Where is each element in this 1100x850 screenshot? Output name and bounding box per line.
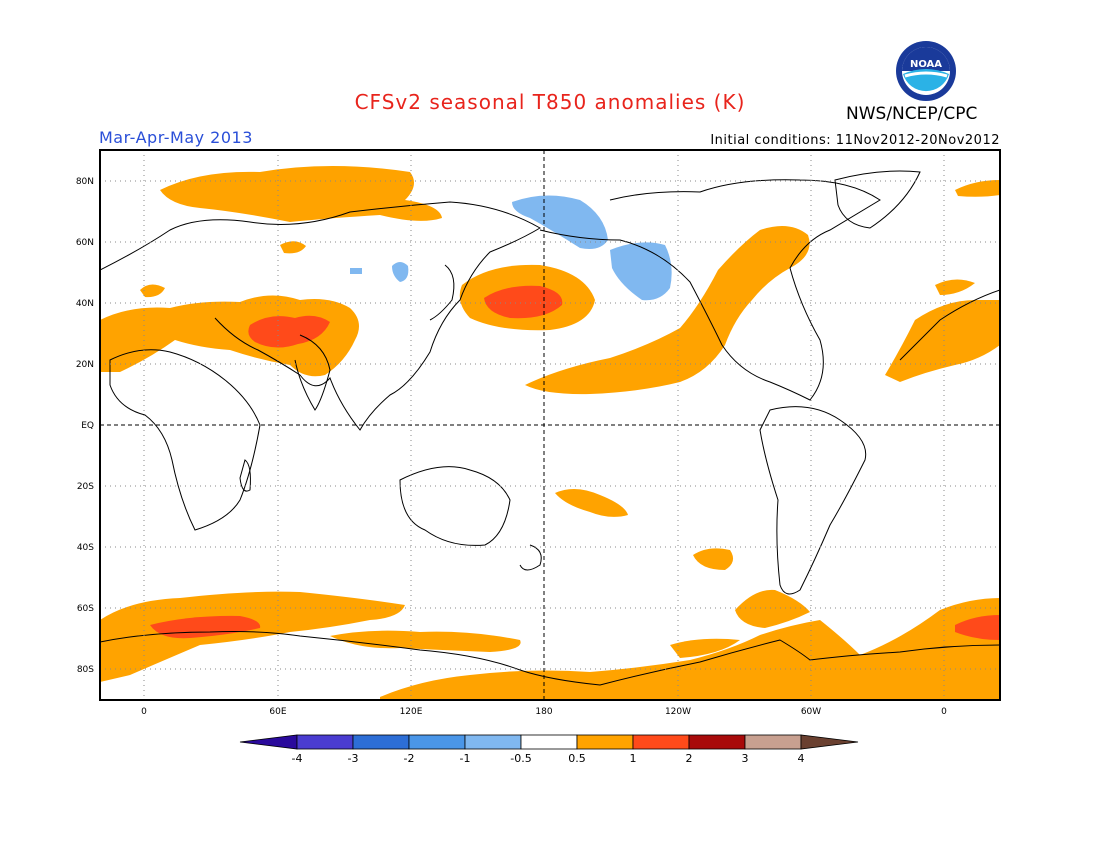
colorbar-swatch [296,734,354,750]
noaa-logo-text: NOAA [910,59,942,70]
madagascar-coastline [239,459,251,492]
anomaly-fields [100,166,1000,700]
new-zealand-coastline [519,544,542,571]
map-frame [99,149,1001,701]
india-coastline [294,334,331,411]
lon-label: 120W [665,707,691,717]
anomaly-region [140,284,165,298]
colorbar-swatch [688,734,746,750]
colorbar-swatch [464,734,522,750]
lat-label: 20N [76,360,94,370]
colorbar-label: 0.5 [568,752,586,765]
colorbar-label: 3 [742,752,749,765]
anomaly-region [955,180,1000,197]
lat-label: 40S [77,543,94,553]
colorbar-swatch [744,734,802,750]
latitude-labels: 80N 60N 40N 20N EQ 20S 40S 60S 80S [76,177,94,675]
anomaly-region [935,279,975,295]
colorbar-label: -3 [348,752,359,765]
noaa-logo: NOAA [895,40,957,102]
colorbar: -4 -3 -2 -1 -0.5 0.5 1 2 3 4 [239,734,859,765]
north-america-coastline [539,179,881,401]
anomaly-region [100,295,359,377]
lat-label: 40N [76,299,94,309]
colorbar-swatch [576,734,634,750]
japan-coastline [429,264,455,321]
lon-label: 180 [535,707,552,717]
coastlines [100,170,1000,686]
colorbar-arrow-right [800,734,859,750]
lat-label: 60S [77,604,94,614]
lon-label: 60E [269,707,286,717]
lon-label: 0 [941,707,947,717]
anomaly-region [885,300,1000,382]
anomaly-region [512,195,608,249]
lon-label: 120E [400,707,423,717]
anomaly-region [610,242,672,301]
anomaly-region [160,166,442,222]
colorbar-label: -1 [460,752,471,765]
colorbar-label: -2 [404,752,415,765]
reference-lines [100,150,1000,700]
colorbar-label: 2 [686,752,693,765]
eurasia-coastline [100,201,541,431]
season-label: Mar-Apr-May 2013 [99,128,253,147]
colorbar-swatch [352,734,410,750]
lat-label: EQ [81,421,94,431]
south-america-coastline [759,406,867,595]
colorbar-label: -4 [292,752,303,765]
colorbar-label: -0.5 [510,752,531,765]
agency-label: NWS/NCEP/CPC [846,104,978,124]
antarctica-coastline [100,631,1000,686]
colorbar-swatch [520,734,578,750]
lat-label: 80S [77,665,94,675]
longitude-labels: 0 60E 120E 180 120W 60W 0 [141,707,947,717]
initial-conditions-label: Initial conditions: 11Nov2012-20Nov2012 [710,133,1000,148]
anomaly-region [350,268,362,274]
lon-label: 0 [141,707,147,717]
colorbar-swatch [408,734,466,750]
anomaly-region [100,591,405,682]
lat-label: 80N [76,177,94,187]
lat-label: 20S [77,482,94,492]
anomaly-region [955,615,1000,640]
lon-label: 60W [801,707,821,717]
map-title: CFSv2 seasonal T850 anomalies (K) [354,90,746,114]
lat-label: 60N [76,238,94,248]
anomaly-region [392,262,409,282]
colorbar-arrow-left [239,734,298,750]
anomaly-region [735,589,810,628]
colorbar-swatch [632,734,690,750]
colorbar-label: 4 [798,752,805,765]
anomaly-region [693,548,734,570]
anomaly-region [484,285,563,319]
greenland-coastline [834,170,921,229]
anomaly-region [525,226,810,395]
australia-coastline [399,466,511,546]
anomaly-region [330,630,521,652]
anomaly-region [670,638,740,658]
colorbar-label: 1 [630,752,637,765]
anomaly-region [280,241,306,254]
africa-coastline [109,349,261,531]
europe-right-coastline [899,289,1000,361]
anomaly-region [555,488,628,517]
